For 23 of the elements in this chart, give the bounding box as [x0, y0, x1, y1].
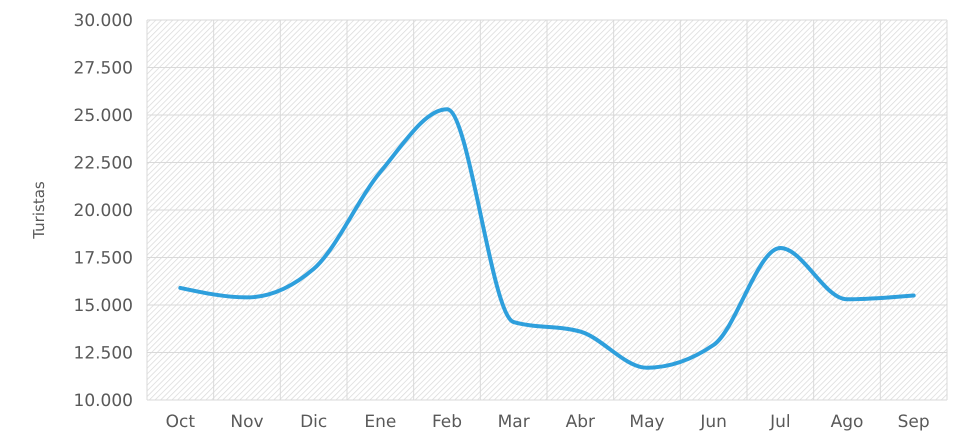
- y-tick-label: 15.000: [74, 296, 133, 316]
- x-tick-label: Abr: [566, 412, 596, 432]
- y-tick-label: 12.500: [74, 343, 133, 364]
- x-tick-label: Mar: [498, 412, 530, 432]
- x-tick-label: Ene: [364, 412, 396, 432]
- y-tick-label: 17.500: [74, 248, 133, 268]
- line-series: [178, 107, 916, 370]
- x-tick-label: Jul: [769, 412, 791, 432]
- x-tick-label: Feb: [432, 412, 462, 432]
- y-tick-label: 22.500: [74, 153, 133, 174]
- x-tick-label: Jun: [699, 412, 727, 432]
- y-tick-label: 20.000: [74, 200, 133, 221]
- y-tick-label: 25.000: [74, 106, 133, 126]
- y-tick-label: 10.000: [74, 390, 133, 411]
- x-tick-label: Dic: [300, 412, 328, 432]
- y-axis-title: Turistas: [30, 181, 48, 240]
- x-tick-label: Nov: [230, 412, 264, 432]
- x-tick-label: Sep: [898, 412, 930, 432]
- x-tick-label: May: [629, 412, 665, 432]
- y-tick-label: 27.500: [74, 58, 133, 78]
- x-tick-label: Oct: [166, 412, 196, 432]
- y-tick-label: 30.000: [74, 10, 133, 31]
- x-tick-label: Ago: [830, 412, 864, 432]
